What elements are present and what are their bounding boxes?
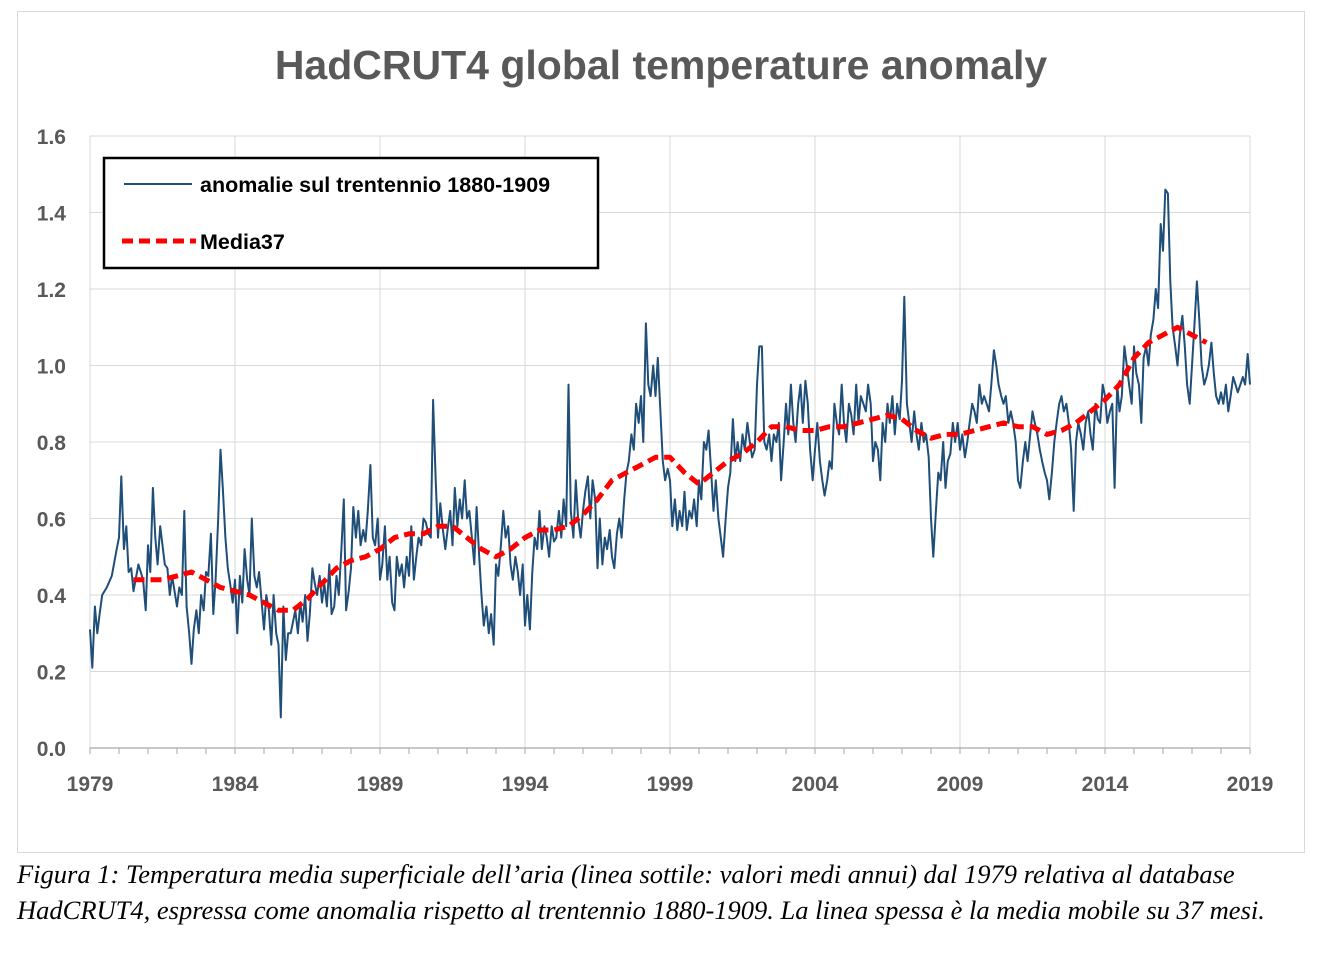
y-tick-label: 1.2 bbox=[37, 279, 66, 302]
legend-label-series-1: anomalie sul trentennio 1880-1909 bbox=[200, 173, 550, 197]
x-tick-label: 2014 bbox=[1082, 773, 1129, 796]
figure-caption: Figura 1: Temperatura media superficiale… bbox=[17, 859, 1265, 925]
x-tick-label: 1999 bbox=[647, 773, 694, 796]
chart-canvas: HadCRUT4 global temperature anomaly 0.00… bbox=[37, 42, 1274, 796]
y-tick-label: 0.8 bbox=[37, 432, 67, 455]
y-tick-label: 0.4 bbox=[37, 585, 67, 608]
y-tick-label: 1.0 bbox=[37, 356, 66, 379]
series-line-2 bbox=[133, 324, 1208, 613]
y-tick-label: 0.0 bbox=[37, 738, 66, 761]
legend-box bbox=[102, 156, 600, 270]
chart-title: HadCRUT4 global temperature anomaly bbox=[275, 42, 1048, 88]
y-tick-label: 0.6 bbox=[37, 509, 66, 532]
series bbox=[89, 188, 1251, 719]
x-tick-label: 2019 bbox=[1227, 773, 1274, 796]
x-tick-label: 2004 bbox=[792, 773, 839, 796]
legend-label-series-2: Media37 bbox=[200, 230, 285, 254]
x-tick-label: 1984 bbox=[212, 773, 259, 796]
legend: anomalie sul trentennio 1880-1909 Media3… bbox=[102, 156, 600, 270]
x-tick-label: 1994 bbox=[502, 773, 549, 796]
axes: 0.0 0.2 0.4 0.6 0.8 1.0 1.2 1.4 1.6 1979 1984 1989 1… bbox=[37, 126, 1274, 796]
chart-frame: HadCRUT4 global temperature anomaly 0.0 0… bbox=[17, 11, 1305, 853]
y-tick-label: 1.4 bbox=[37, 203, 67, 226]
x-tick-label: 1979 bbox=[67, 773, 114, 796]
x-tick-label: 1989 bbox=[357, 773, 404, 796]
series-line-1 bbox=[89, 188, 1251, 719]
y-tick-label: 0.2 bbox=[37, 662, 66, 685]
x-tick-label: 2009 bbox=[937, 773, 984, 796]
y-tick-label: 1.6 bbox=[37, 126, 66, 149]
